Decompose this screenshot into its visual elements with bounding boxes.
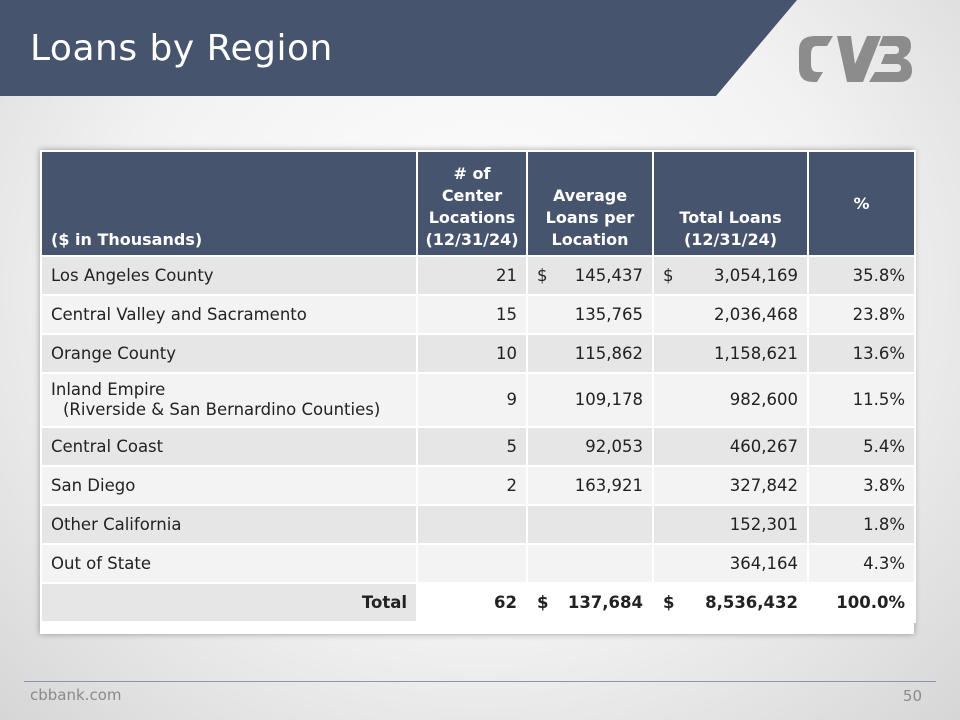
total-average-loans-cell: $137,684: [526, 582, 654, 623]
currency-symbol: $: [537, 265, 548, 285]
table-row: Other California 152,301 1.8%: [40, 504, 916, 545]
cell-value: 115,862: [574, 343, 643, 363]
total-loans-cell: $3,054,169: [652, 255, 809, 296]
table-row: Orange County 10 115,862 1,158,621 13.6%: [40, 333, 916, 374]
table-row: Inland Empire (Riverside & San Bernardino…: [40, 372, 916, 428]
currency-symbol: $: [663, 592, 675, 612]
footer-website: cbbank.com: [30, 686, 122, 704]
region-cell: Central Coast: [40, 426, 418, 467]
cell-value: 2,036,468: [714, 304, 798, 324]
cell-value: 3,054,169: [714, 265, 798, 285]
cell-value: 152,301: [729, 514, 798, 534]
header-locations: # of Center Locations (12/31/24): [416, 150, 528, 257]
header-units: ($ in Thousands): [40, 150, 418, 257]
total-loans-cell: 982,600: [652, 372, 809, 428]
percent-cell: 4.3%: [807, 543, 916, 584]
cell-value: 109,178: [574, 390, 643, 409]
region-cell: Los Angeles County: [40, 255, 418, 296]
currency-symbol: $: [537, 592, 549, 612]
total-loans-cell: 1,158,621: [652, 333, 809, 374]
region-name: Out of State: [51, 553, 151, 573]
region-name: Other California: [51, 514, 182, 534]
footer-divider: [24, 681, 936, 682]
average-loans-cell: 92,053: [526, 426, 654, 467]
table-row: Central Coast 5 92,053 460,267 5.4%: [40, 426, 916, 467]
percent-cell: 35.8%: [807, 255, 916, 296]
page-number: 50: [902, 687, 922, 705]
table-body: Los Angeles County 21 $145,437 $3,054,169 35…: [40, 255, 916, 623]
percent-cell: 1.8%: [807, 504, 916, 545]
table-row: Los Angeles County 21 $145,437 $3,054,169 35…: [40, 255, 916, 296]
region-cell: Central Valley and Sacramento: [40, 294, 418, 335]
average-loans-cell: 115,862: [526, 333, 654, 374]
average-loans-cell: [526, 504, 654, 545]
total-label: Total: [40, 582, 418, 623]
cell-value: 460,267: [729, 436, 798, 456]
average-loans-cell: 163,921: [526, 465, 654, 506]
percent-cell: 13.6%: [807, 333, 916, 374]
region-name: Orange County: [51, 343, 176, 363]
locations-cell: [416, 504, 528, 545]
total-locations-cell: 62: [416, 582, 528, 623]
region-cell: Other California: [40, 504, 418, 545]
region-cell: Out of State: [40, 543, 418, 584]
total-loans-cell: 327,842: [652, 465, 809, 506]
percent-cell: 11.5%: [807, 372, 916, 428]
locations-cell: 15: [416, 294, 528, 335]
region-cell: San Diego: [40, 465, 418, 506]
loans-by-region-table: ($ in Thousands) # of Center Locations (…: [40, 150, 916, 623]
region-name: Central Coast: [51, 436, 164, 456]
cell-value: 1,158,621: [714, 343, 798, 363]
locations-cell: [416, 543, 528, 584]
header-average-loans: Average Loans per Location: [526, 150, 654, 257]
cell-value: 137,684: [567, 592, 643, 612]
table-header-row: ($ in Thousands) # of Center Locations (…: [40, 150, 916, 257]
region-cell: Orange County: [40, 333, 418, 374]
currency-symbol: $: [663, 265, 674, 285]
average-loans-cell: [526, 543, 654, 584]
table-row: San Diego 2 163,921 327,842 3.8%: [40, 465, 916, 506]
total-loans-cell: 2,036,468: [652, 294, 809, 335]
locations-cell: 5: [416, 426, 528, 467]
table-row: Out of State 364,164 4.3%: [40, 543, 916, 584]
region-subtitle: (Riverside & San Bernardino Counties): [63, 400, 381, 419]
region-name: Central Valley and Sacramento: [51, 304, 307, 324]
cell-value: 135,765: [574, 304, 643, 324]
locations-cell: 10: [416, 333, 528, 374]
region-name: Los Angeles County: [51, 265, 214, 285]
cell-value: 145,437: [574, 265, 643, 285]
total-loans-sum-cell: $8,536,432: [652, 582, 809, 623]
header-total-loans: Total Loans (12/31/24): [652, 150, 809, 257]
total-loans-cell: 364,164: [652, 543, 809, 584]
title-banner: Loans by Region: [0, 0, 960, 96]
total-percent-cell: 100.0%: [807, 582, 916, 623]
average-loans-cell: $145,437: [526, 255, 654, 296]
locations-cell: 9: [416, 372, 528, 428]
locations-cell: 21: [416, 255, 528, 296]
locations-cell: 2: [416, 465, 528, 506]
cell-value: 327,842: [729, 475, 798, 495]
percent-cell: 5.4%: [807, 426, 916, 467]
page-title: Loans by Region: [30, 28, 333, 69]
table-row: Central Valley and Sacramento 15 135,765 2,…: [40, 294, 916, 335]
cvb-logo-icon: [799, 36, 912, 82]
cell-value: 982,600: [729, 390, 798, 409]
header-percent: %: [807, 150, 916, 257]
region-name: Inland Empire: [51, 380, 166, 399]
title-banner-shape: [0, 0, 797, 96]
total-row: Total 62 $137,684 $8,536,432 100.0%: [40, 582, 916, 623]
region-name: San Diego: [51, 475, 136, 495]
average-loans-cell: 135,765: [526, 294, 654, 335]
percent-cell: 3.8%: [807, 465, 916, 506]
total-loans-cell: 152,301: [652, 504, 809, 545]
percent-cell: 23.8%: [807, 294, 916, 335]
cell-value: 8,536,432: [705, 592, 798, 612]
cell-value: 92,053: [585, 436, 643, 456]
average-loans-cell: 109,178: [526, 372, 654, 428]
loans-table-container: ($ in Thousands) # of Center Locations (…: [40, 150, 916, 634]
cell-value: 364,164: [729, 553, 798, 573]
region-cell: Inland Empire (Riverside & San Bernardino…: [40, 372, 418, 428]
cell-value: 163,921: [574, 475, 643, 495]
total-loans-cell: 460,267: [652, 426, 809, 467]
